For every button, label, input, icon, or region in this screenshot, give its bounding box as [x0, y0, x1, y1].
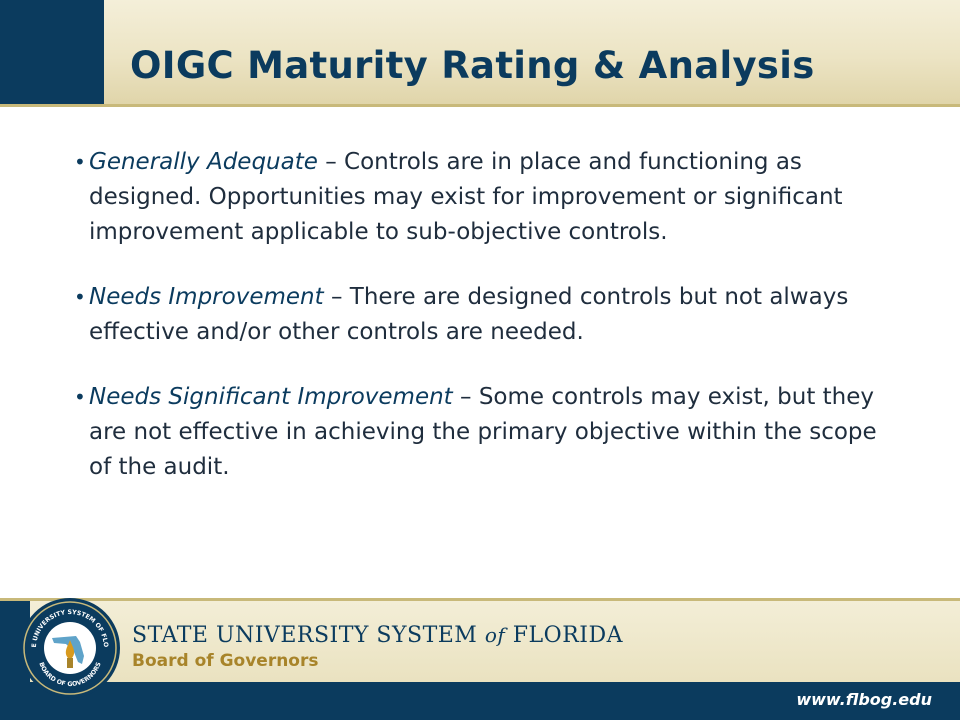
- header-navy-block: [0, 0, 104, 104]
- bullet-term: Needs Improvement: [89, 284, 324, 310]
- footer-band: [0, 601, 960, 682]
- torch-handle-icon: [67, 658, 73, 668]
- bullet-item: Generally Adequate – Controls are in pla…: [74, 145, 904, 250]
- torch-flame-icon: [65, 640, 75, 658]
- bullet-separator: –: [452, 384, 479, 410]
- organization-name: STATE UNIVERSITY SYSTEM of FLORIDA: [132, 623, 623, 648]
- bullet-separator: –: [323, 284, 350, 310]
- bullet-term: Needs Significant Improvement: [89, 384, 453, 410]
- footer-navy-bar: [0, 682, 960, 720]
- bullet-text: Controls are in place and functioning as…: [89, 149, 843, 245]
- bullet-separator: –: [317, 149, 345, 175]
- bullet-text: There are designed controls but not alwa…: [89, 284, 849, 345]
- org-name-of: of: [484, 623, 506, 647]
- org-name-end: FLORIDA: [512, 623, 623, 648]
- website-url: www.flbog.edu: [796, 690, 932, 709]
- university-seal-logo: STATE UNIVERSITY SYSTEM OF FLORIDA BOARD…: [18, 596, 120, 698]
- bullet-text: Some controls may exist, but they are no…: [89, 384, 877, 480]
- florida-map-icon: [52, 636, 84, 664]
- org-name-main: STATE UNIVERSITY SYSTEM: [132, 623, 478, 648]
- slide-title: OIGC Maturity Rating & Analysis: [130, 44, 815, 87]
- organization-subtitle: Board of Governors: [132, 651, 319, 671]
- bullet-term: Generally Adequate: [89, 149, 318, 175]
- bullet-list: Generally Adequate – Controls are in pla…: [74, 145, 904, 515]
- header-band: [104, 0, 960, 104]
- bullet-item: Needs Improvement – There are designed c…: [74, 280, 904, 350]
- footer-divider: [0, 598, 960, 601]
- bullet-item: Needs Significant Improvement – Some con…: [74, 380, 904, 485]
- header-divider: [0, 104, 960, 107]
- seal-gold-ring: [23, 601, 117, 695]
